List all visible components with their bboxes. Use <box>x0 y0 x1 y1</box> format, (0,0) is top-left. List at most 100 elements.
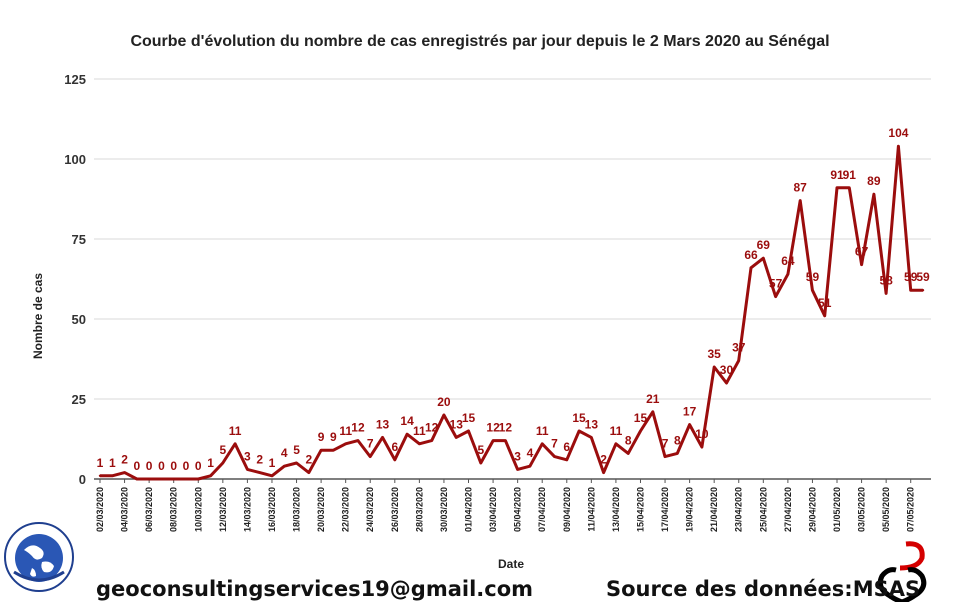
x-tick-label: 07/05/2020 <box>906 487 916 532</box>
x-tick-label: 28/03/2020 <box>414 487 424 532</box>
data-point <box>442 413 446 417</box>
x-tick-label: 27/04/2020 <box>783 487 793 532</box>
data-label: 11 <box>339 424 352 438</box>
data-label: 11 <box>610 424 623 438</box>
data-label: 58 <box>879 273 893 287</box>
data-point <box>676 452 679 455</box>
x-tick-label: 19/04/2020 <box>685 487 695 532</box>
data-point <box>98 474 102 477</box>
x-tick-label: 12/03/2020 <box>218 487 228 532</box>
geo-consulting-logo <box>2 520 76 599</box>
data-point <box>884 292 888 295</box>
x-tick-label: 14/03/2020 <box>242 487 252 532</box>
x-tick-label: 01/05/2020 <box>832 487 842 532</box>
x-tick-label: 26/03/2020 <box>390 487 400 532</box>
data-label: 12 <box>499 421 513 435</box>
data-label: 5 <box>477 443 484 457</box>
x-tick-label: 24/03/2020 <box>365 487 375 532</box>
x-tick-label: 22/03/2020 <box>341 487 351 532</box>
data-point <box>221 461 225 465</box>
x-tick-label: 30/03/2020 <box>439 487 449 532</box>
data-point <box>319 449 323 452</box>
data-point <box>393 458 397 461</box>
footer-source: Source des données:MSAS <box>606 577 921 601</box>
data-point <box>209 474 212 477</box>
x-tick-label: 25/04/2020 <box>758 487 768 532</box>
data-label: 17 <box>683 405 697 419</box>
data-label: 0 <box>170 459 177 473</box>
data-point <box>835 186 839 189</box>
y-tick-label: 125 <box>64 72 86 87</box>
data-label: 6 <box>563 440 570 454</box>
data-label: 15 <box>572 411 586 425</box>
data-point <box>921 289 925 292</box>
data-point <box>909 289 912 292</box>
data-label: 2 <box>121 453 128 467</box>
data-point <box>172 477 175 481</box>
data-point <box>626 452 630 455</box>
data-point <box>712 365 716 369</box>
data-label: 3 <box>244 449 251 463</box>
x-tick-label: 21/04/2020 <box>709 487 719 532</box>
data-point <box>737 359 740 362</box>
data-point <box>897 145 900 148</box>
data-label: 0 <box>195 459 202 473</box>
x-tick-label: 29/04/2020 <box>807 487 817 532</box>
data-point <box>614 442 618 445</box>
data-point <box>749 266 753 269</box>
data-label: 91 <box>843 168 857 182</box>
data-label: 13 <box>376 417 390 431</box>
data-label: 15 <box>634 411 648 425</box>
y-tick-label: 50 <box>72 312 86 327</box>
data-point <box>528 465 532 468</box>
data-point <box>860 263 863 266</box>
data-point <box>811 289 814 292</box>
data-point <box>356 439 360 442</box>
x-tick-label: 05/04/2020 <box>513 487 523 532</box>
data-label: 12 <box>425 421 439 435</box>
data-label: 57 <box>769 277 783 291</box>
x-tick-label: 04/03/2020 <box>120 487 130 532</box>
data-label: 35 <box>707 347 721 361</box>
data-point <box>651 410 654 413</box>
data-label: 1 <box>207 456 214 470</box>
data-label: 20 <box>437 395 451 409</box>
data-label: 11 <box>229 424 242 438</box>
y-tick-label: 100 <box>64 152 86 167</box>
data-label: 104 <box>888 126 908 140</box>
data-label: 4 <box>527 446 534 460</box>
data-point <box>233 442 237 445</box>
x-tick-label: 11/04/2020 <box>586 487 596 532</box>
data-point <box>553 455 556 458</box>
data-point <box>688 423 691 426</box>
data-point <box>455 436 458 439</box>
data-label: 2 <box>256 453 263 467</box>
data-point <box>565 458 568 461</box>
x-axis-label: Date <box>498 557 524 571</box>
data-point <box>369 455 372 458</box>
data-label: 51 <box>818 296 832 310</box>
chart-title: Courbe d'évolution du nombre de cas enre… <box>130 33 829 50</box>
y-tick-label: 75 <box>72 232 86 247</box>
data-point <box>381 436 384 439</box>
x-tick-label: 06/03/2020 <box>144 487 154 532</box>
data-label: 66 <box>744 248 758 262</box>
data-label: 1 <box>269 456 276 470</box>
data-label: 1 <box>97 456 104 470</box>
data-label: 7 <box>551 437 558 451</box>
data-label: 67 <box>855 245 869 259</box>
x-tick-label: 02/03/2020 <box>95 487 105 532</box>
data-label: 0 <box>146 459 153 473</box>
data-label: 30 <box>720 363 734 377</box>
data-point <box>418 442 421 445</box>
data-point <box>283 465 286 468</box>
data-point <box>798 199 802 202</box>
data-point <box>479 461 482 465</box>
data-point <box>774 295 777 298</box>
data-point <box>577 429 581 433</box>
data-label: 0 <box>183 459 190 473</box>
data-point <box>467 429 470 433</box>
data-point <box>147 477 151 481</box>
data-label: 21 <box>646 392 660 406</box>
